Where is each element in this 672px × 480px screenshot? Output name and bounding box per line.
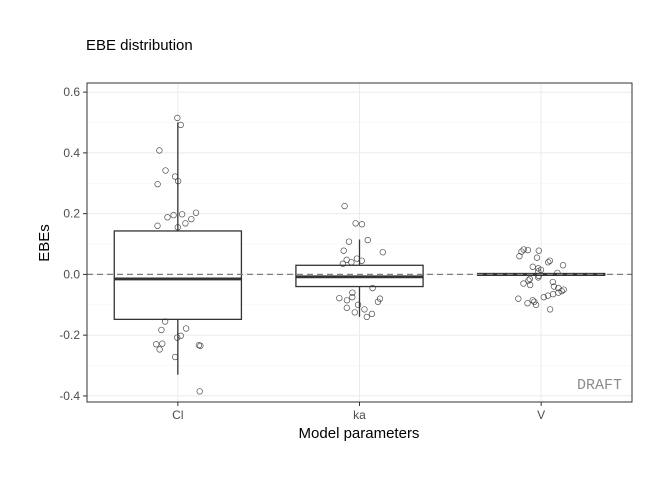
data-point — [354, 301, 362, 308]
chart-title: EBE distribution — [86, 37, 193, 54]
y-tick-label: 0.0 — [63, 267, 80, 281]
data-point — [533, 254, 541, 261]
data-point — [554, 269, 561, 277]
data-point — [196, 388, 203, 395]
data-point — [172, 353, 179, 361]
data-point — [535, 247, 542, 254]
data-point — [358, 221, 366, 228]
data-point — [174, 177, 182, 185]
data-point — [358, 257, 365, 264]
data-point — [156, 346, 163, 353]
data-point — [369, 284, 376, 292]
data-point — [341, 202, 348, 210]
data-point — [182, 325, 190, 332]
data-point — [340, 247, 347, 254]
x-axis-ticks: Cl ka V — [172, 402, 545, 422]
data-point — [174, 334, 181, 341]
data-point — [560, 286, 567, 293]
box-Cl — [113, 230, 243, 321]
data-point — [161, 318, 169, 325]
data-point — [343, 304, 350, 311]
y-tick-label: -0.2 — [59, 328, 80, 342]
data-point — [546, 257, 554, 264]
data-points — [153, 114, 567, 395]
data-point — [351, 309, 358, 316]
y-tick-label: 0.6 — [63, 85, 80, 99]
data-point — [188, 215, 195, 223]
data-point — [170, 212, 177, 219]
draft-watermark: DRAFT — [577, 377, 622, 394]
data-point — [162, 167, 169, 174]
data-point — [349, 294, 356, 301]
data-point — [540, 294, 547, 301]
data-point — [379, 249, 386, 256]
data-point — [174, 224, 181, 231]
data-point — [515, 295, 522, 302]
data-point — [524, 300, 531, 307]
data-point — [545, 259, 552, 266]
data-point — [520, 246, 527, 253]
x-tick-label: ka — [353, 408, 366, 422]
data-point — [558, 287, 565, 295]
data-point — [154, 181, 161, 188]
data-point — [153, 341, 160, 348]
data-point — [544, 292, 552, 299]
data-point — [374, 298, 382, 305]
data-point — [559, 262, 567, 269]
data-point — [174, 114, 181, 122]
data-point — [345, 238, 353, 245]
data-point — [526, 281, 534, 289]
data-point — [177, 121, 184, 129]
data-point — [339, 260, 347, 267]
data-point — [178, 211, 186, 218]
data-point — [361, 306, 368, 313]
data-point — [182, 220, 189, 227]
y-tick-label: 0.2 — [63, 207, 80, 221]
data-point — [164, 214, 171, 221]
data-point — [343, 297, 351, 304]
data-point — [529, 297, 536, 304]
data-point — [520, 280, 527, 287]
data-point — [516, 253, 523, 260]
data-point — [549, 278, 556, 286]
data-point — [171, 173, 179, 180]
y-tick-label: 0.4 — [63, 146, 80, 160]
data-point — [531, 298, 538, 305]
data-point — [336, 294, 343, 302]
x-tick-label: V — [537, 408, 545, 422]
data-point — [368, 310, 376, 318]
data-point — [192, 209, 200, 216]
data-point — [156, 147, 163, 154]
data-point — [159, 340, 166, 347]
data-point — [197, 342, 204, 349]
data-point — [550, 283, 558, 290]
data-point — [352, 220, 359, 227]
data-point — [154, 222, 161, 229]
boxes — [113, 122, 606, 375]
data-point — [524, 246, 532, 254]
data-point — [158, 326, 165, 334]
y-tick-label: -0.4 — [59, 389, 80, 403]
data-point — [348, 259, 355, 266]
data-point — [532, 301, 540, 308]
data-point — [525, 277, 532, 284]
data-point — [177, 332, 184, 339]
data-point — [546, 306, 554, 313]
y-axis-title: EBEs — [36, 224, 53, 262]
data-point — [364, 236, 371, 244]
data-point — [526, 275, 533, 283]
data-point — [363, 313, 370, 321]
data-point — [349, 289, 356, 296]
x-tick-label: Cl — [172, 408, 183, 422]
y-axis-ticks: -0.4 -0.2 0.0 0.2 0.4 0.6 — [59, 85, 87, 403]
x-axis-title: Model parameters — [299, 425, 420, 442]
